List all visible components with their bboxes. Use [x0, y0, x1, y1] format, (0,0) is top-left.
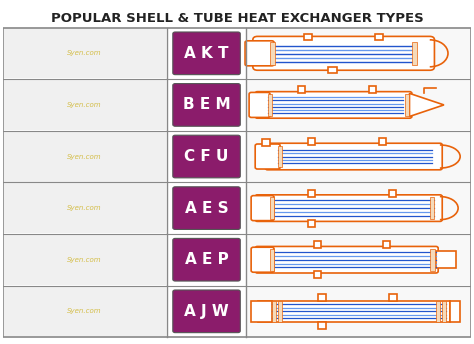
FancyBboxPatch shape [173, 187, 240, 229]
Bar [270, 42, 275, 65]
FancyBboxPatch shape [251, 196, 274, 221]
Bar [314, 241, 321, 248]
Bar [4, 28, 166, 78]
FancyBboxPatch shape [173, 238, 240, 281]
FancyBboxPatch shape [249, 93, 270, 117]
Text: Syen.com: Syen.com [67, 102, 102, 108]
Bar [4, 131, 166, 182]
Bar [436, 251, 456, 268]
Text: B E M: B E M [183, 97, 230, 112]
Bar [369, 86, 376, 93]
Text: Syen.com: Syen.com [67, 205, 102, 211]
FancyBboxPatch shape [173, 84, 240, 126]
FancyBboxPatch shape [173, 135, 240, 178]
Text: A K T: A K T [184, 46, 229, 61]
FancyBboxPatch shape [245, 41, 274, 66]
Text: Syen.com: Syen.com [67, 153, 102, 160]
Bar [430, 197, 434, 219]
Bar [411, 42, 417, 65]
Bar [304, 34, 312, 40]
Bar [379, 138, 386, 145]
Bar [319, 293, 327, 301]
Bar [247, 235, 470, 285]
Bar [308, 190, 315, 196]
Bar [268, 94, 272, 116]
Bar [278, 301, 282, 322]
FancyBboxPatch shape [253, 36, 435, 70]
Text: Syen.com: Syen.com [67, 257, 102, 263]
Bar [389, 190, 396, 196]
Bar [442, 301, 446, 322]
Text: POPULAR SHELL & TUBE HEAT EXCHANGER TYPES: POPULAR SHELL & TUBE HEAT EXCHANGER TYPE… [51, 12, 423, 25]
Bar [298, 86, 305, 93]
Bar [375, 34, 383, 40]
Bar [430, 249, 435, 270]
Bar [4, 235, 166, 285]
Text: A E S: A E S [185, 201, 228, 216]
Bar [257, 301, 450, 322]
Text: C F U: C F U [184, 149, 229, 164]
Bar [278, 146, 282, 167]
FancyBboxPatch shape [265, 143, 442, 170]
Bar [405, 94, 410, 116]
Bar [308, 138, 315, 145]
Bar [270, 197, 273, 219]
FancyBboxPatch shape [251, 247, 274, 272]
Bar [251, 301, 272, 322]
FancyBboxPatch shape [173, 32, 240, 75]
Bar [262, 139, 270, 146]
Bar [247, 183, 470, 233]
Polygon shape [410, 93, 444, 117]
Text: A J W: A J W [184, 304, 229, 319]
Bar [314, 271, 321, 278]
Bar [272, 301, 276, 322]
Bar [247, 28, 470, 78]
Bar [3, 28, 471, 337]
Bar [383, 241, 390, 248]
Text: A E P: A E P [185, 252, 228, 267]
Bar [308, 220, 315, 227]
Bar [270, 249, 273, 270]
Bar [4, 80, 166, 130]
Bar [450, 301, 460, 322]
Bar [4, 183, 166, 233]
FancyBboxPatch shape [255, 195, 442, 222]
Text: Syen.com: Syen.com [67, 308, 102, 314]
Bar [247, 286, 470, 336]
Bar [4, 286, 166, 336]
Bar [389, 293, 397, 301]
Bar [328, 67, 337, 73]
Bar [436, 301, 440, 322]
Bar [247, 80, 470, 130]
Bar [319, 322, 327, 329]
FancyBboxPatch shape [255, 92, 412, 118]
FancyBboxPatch shape [255, 144, 280, 169]
Text: Syen.com: Syen.com [67, 50, 102, 56]
FancyBboxPatch shape [255, 246, 438, 273]
Bar [247, 131, 470, 182]
FancyBboxPatch shape [173, 290, 240, 333]
